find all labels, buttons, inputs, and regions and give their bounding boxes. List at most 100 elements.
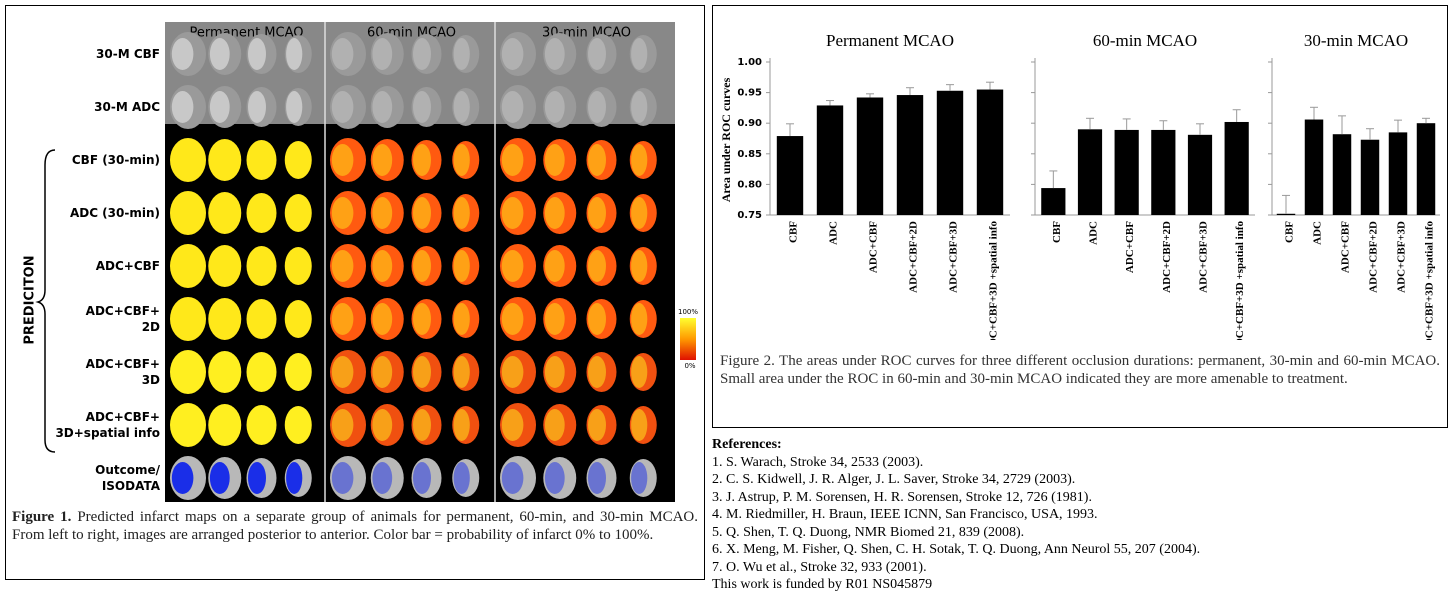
brace: [35, 149, 56, 453]
brain-region: [413, 250, 431, 282]
brain-region: [248, 409, 266, 441]
references-heading: References:: [712, 437, 782, 452]
brain-region: [372, 409, 393, 441]
brain-region: [209, 303, 230, 335]
brain-region: [588, 250, 606, 282]
brain-region: [631, 250, 648, 282]
brain-region: [286, 250, 303, 282]
figure1-panel: [5, 5, 705, 580]
brain-region: [248, 356, 266, 388]
brain-region: [631, 303, 648, 335]
brain-region: [248, 144, 266, 176]
brain-region: [544, 144, 565, 176]
brain-region: [453, 303, 470, 335]
reference: 3. J. Astrup, P. M. Sorensen, H. R. Sore…: [712, 489, 1092, 505]
brain-region: [453, 91, 470, 123]
reference: 6. X. Meng, M. Fisher, Q. Shen, C. H. So…: [712, 542, 1201, 557]
brain-region: [331, 462, 354, 494]
brain-region: [453, 356, 470, 388]
brain-region: [631, 356, 648, 388]
brain-region: [331, 409, 354, 441]
brain-region: [501, 38, 524, 70]
row-label: ADC+CBF+ 3D: [85, 357, 160, 387]
brain-region: [372, 38, 393, 70]
brain-region: [171, 250, 194, 282]
brain-region: [209, 144, 230, 176]
figure1-caption: Figure 1. Predicted infarct maps on a se…: [12, 508, 698, 544]
row-label: ADC (30-min): [69, 206, 160, 220]
row-label: ADC+CBF+ 2D: [85, 304, 160, 334]
brain-region: [286, 38, 303, 70]
brain-region: [331, 91, 354, 123]
brain-region: [413, 197, 431, 229]
brain-region: [331, 144, 354, 176]
brain-region: [209, 91, 230, 123]
brain-region: [171, 462, 194, 494]
colorbar-label: 100%: [678, 308, 698, 316]
brain-region: [631, 462, 648, 494]
brain-region: [453, 250, 470, 282]
brain-region: [372, 197, 393, 229]
brain-region: [631, 38, 648, 70]
brain-region: [453, 38, 470, 70]
brain-region: [331, 303, 354, 335]
brain-region: [286, 303, 303, 335]
brain-region: [588, 409, 606, 441]
brain-region: [413, 409, 431, 441]
brain-region: [286, 144, 303, 176]
brain-region: [544, 462, 565, 494]
brain-region: [171, 197, 194, 229]
row-label: ADC+CBF: [95, 259, 160, 273]
caption-text: Predicted infarct maps on a separate gro…: [12, 509, 698, 543]
brain-region: [209, 197, 230, 229]
brain-region: [331, 38, 354, 70]
brain-region: [372, 250, 393, 282]
row-label: 30-M ADC: [94, 100, 160, 114]
brain-region: [372, 144, 393, 176]
brain-region: [501, 409, 524, 441]
brain-region: [331, 356, 354, 388]
row-label: Outcome/ ISODATA: [95, 463, 160, 493]
brain-region: [588, 144, 606, 176]
brain-region: [588, 38, 606, 70]
brain-region: [248, 91, 266, 123]
reference: 4. M. Riedmiller, H. Braun, IEEE ICNN, S…: [712, 507, 1098, 522]
reference: 1. S. Warach, Stroke 34, 2533 (2003).: [712, 454, 924, 470]
brain-region: [544, 356, 565, 388]
brain-region: [248, 250, 266, 282]
brain-region: [631, 144, 648, 176]
references: References: 1. S. Warach, Stroke 34, 253…: [712, 436, 1448, 594]
group-label: PREDICITON: [23, 255, 38, 344]
caption-label: Figure 1.: [12, 509, 72, 525]
colorbar-label: 0%: [684, 362, 695, 370]
brain-region: [453, 462, 470, 494]
brain-region: [588, 303, 606, 335]
brain-region: [248, 38, 266, 70]
reference: 5. Q. Shen, T. Q. Duong, NMR Biomed 21, …: [712, 524, 1025, 540]
brain-region: [171, 409, 194, 441]
brain-region: [413, 91, 431, 123]
reference: 7. O. Wu et al., Stroke 32, 933 (2001).: [712, 559, 927, 575]
brain-region: [501, 91, 524, 123]
brain-region: [286, 356, 303, 388]
brain-region: [372, 303, 393, 335]
reference: 2. C. S. Kidwell, J. R. Alger, J. L. Sav…: [712, 472, 1076, 487]
brain-region: [372, 91, 393, 123]
brain-region: [453, 197, 470, 229]
row-label: 30-M CBF: [96, 47, 160, 61]
brain-region: [209, 462, 230, 494]
brain-region: [588, 462, 606, 494]
row-label: ADC+CBF+ 3D+spatial info: [55, 410, 160, 440]
brain-region: [286, 462, 303, 494]
brain-region: [331, 197, 354, 229]
brain-region: [544, 91, 565, 123]
brain-region: [372, 462, 393, 494]
brain-region: [544, 303, 565, 335]
brain-region: [171, 38, 194, 70]
brain-region: [501, 356, 524, 388]
brain-region: [501, 144, 524, 176]
brain-region: [171, 144, 194, 176]
brain-region: [588, 91, 606, 123]
brain-region: [588, 356, 606, 388]
